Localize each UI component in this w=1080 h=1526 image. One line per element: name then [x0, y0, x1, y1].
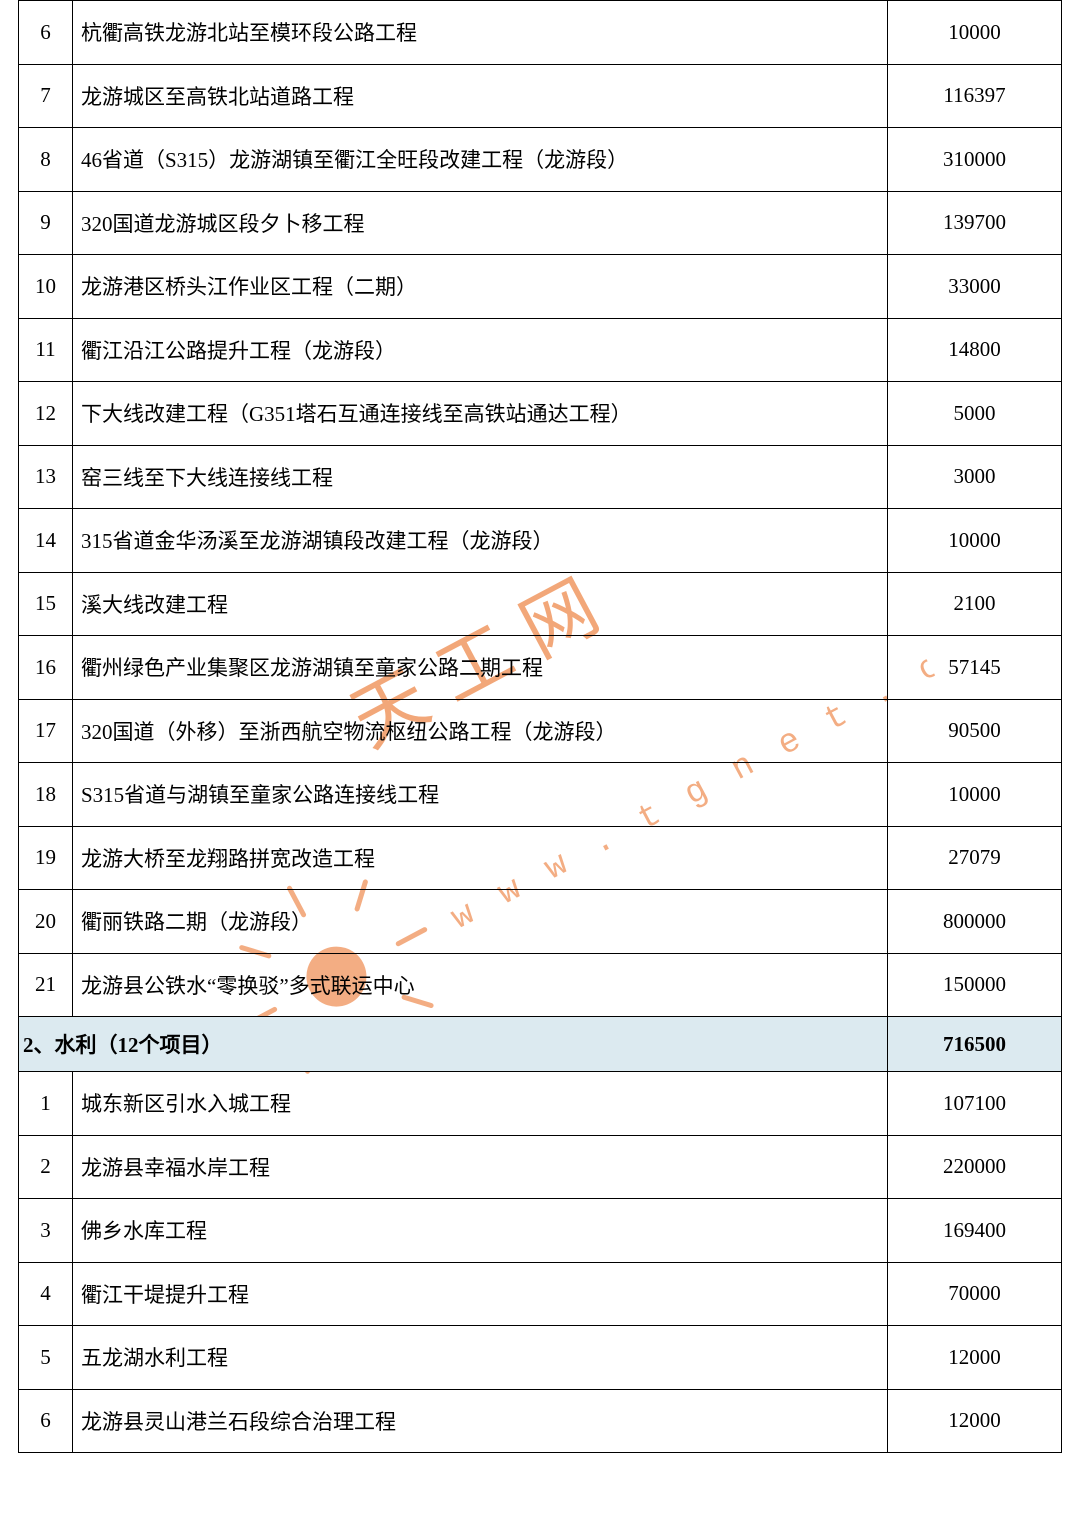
table-row: 9320国道龙游城区段夕卜移工程139700 [19, 191, 1062, 255]
row-index: 14 [19, 509, 73, 573]
row-value: 27079 [888, 826, 1062, 890]
row-name: 315省道金华汤溪至龙游湖镇段改建工程（龙游段） [73, 509, 888, 573]
table-row: 12下大线改建工程（G351塔石互通连接线至高铁站通达工程）5000 [19, 382, 1062, 446]
row-name: 320国道龙游城区段夕卜移工程 [73, 191, 888, 255]
row-value: 169400 [888, 1199, 1062, 1263]
row-name: 杭衢高铁龙游北站至模环段公路工程 [73, 1, 888, 65]
row-index: 16 [19, 636, 73, 700]
row-name: 龙游大桥至龙翔路拼宽改造工程 [73, 826, 888, 890]
row-value: 12000 [888, 1326, 1062, 1390]
row-value: 220000 [888, 1135, 1062, 1199]
table-row: 15溪大线改建工程2100 [19, 572, 1062, 636]
row-index: 20 [19, 890, 73, 954]
table-row: 7龙游城区至高铁北站道路工程116397 [19, 64, 1062, 128]
table-row: 11衢江沿江公路提升工程（龙游段）14800 [19, 318, 1062, 382]
row-index: 15 [19, 572, 73, 636]
table-row: 14315省道金华汤溪至龙游湖镇段改建工程（龙游段）10000 [19, 509, 1062, 573]
row-value: 800000 [888, 890, 1062, 954]
row-index: 21 [19, 953, 73, 1017]
row-name: 佛乡水库工程 [73, 1199, 888, 1263]
row-value: 107100 [888, 1072, 1062, 1136]
row-value: 150000 [888, 953, 1062, 1017]
table-row: 18S315省道与湖镇至童家公路连接线工程10000 [19, 763, 1062, 827]
row-value: 33000 [888, 255, 1062, 319]
table-section-row: 2、水利（12个项目）716500 [19, 1017, 1062, 1072]
row-name: 衢江干堤提升工程 [73, 1262, 888, 1326]
row-name: 320国道（外移）至浙西航空物流枢纽公路工程（龙游段） [73, 699, 888, 763]
row-index: 4 [19, 1262, 73, 1326]
section-label: 2、水利（12个项目） [19, 1017, 888, 1072]
table-row: 13窑三线至下大线连接线工程3000 [19, 445, 1062, 509]
row-value: 10000 [888, 1, 1062, 65]
row-name: 下大线改建工程（G351塔石互通连接线至高铁站通达工程） [73, 382, 888, 446]
row-index: 6 [19, 1389, 73, 1453]
row-value: 2100 [888, 572, 1062, 636]
table-row: 4衢江干堤提升工程70000 [19, 1262, 1062, 1326]
table-row: 17320国道（外移）至浙西航空物流枢纽公路工程（龙游段）90500 [19, 699, 1062, 763]
row-value: 310000 [888, 128, 1062, 192]
row-index: 3 [19, 1199, 73, 1263]
row-value: 10000 [888, 509, 1062, 573]
row-name: 46省道（S315）龙游湖镇至衢江全旺段改建工程（龙游段） [73, 128, 888, 192]
table-row: 6龙游县灵山港兰石段综合治理工程12000 [19, 1389, 1062, 1453]
row-name: 衢丽铁路二期（龙游段） [73, 890, 888, 954]
projects-table: 6杭衢高铁龙游北站至模环段公路工程100007龙游城区至高铁北站道路工程1163… [18, 0, 1062, 1453]
table-row: 3佛乡水库工程169400 [19, 1199, 1062, 1263]
row-name: 龙游县公铁水“零换驳”多式联运中心 [73, 953, 888, 1017]
row-name: 龙游城区至高铁北站道路工程 [73, 64, 888, 128]
table-row: 1城东新区引水入城工程107100 [19, 1072, 1062, 1136]
row-name: 五龙湖水利工程 [73, 1326, 888, 1390]
table-row: 19龙游大桥至龙翔路拼宽改造工程27079 [19, 826, 1062, 890]
row-name: 龙游港区桥头江作业区工程（二期） [73, 255, 888, 319]
row-value: 139700 [888, 191, 1062, 255]
row-value: 5000 [888, 382, 1062, 446]
row-name: 龙游县灵山港兰石段综合治理工程 [73, 1389, 888, 1453]
row-index: 18 [19, 763, 73, 827]
table-row: 16衢州绿色产业集聚区龙游湖镇至童家公路二期工程57145 [19, 636, 1062, 700]
row-index: 8 [19, 128, 73, 192]
row-index: 1 [19, 1072, 73, 1136]
row-value: 57145 [888, 636, 1062, 700]
table-row: 5五龙湖水利工程12000 [19, 1326, 1062, 1390]
row-value: 10000 [888, 763, 1062, 827]
table-row: 846省道（S315）龙游湖镇至衢江全旺段改建工程（龙游段）310000 [19, 128, 1062, 192]
row-index: 9 [19, 191, 73, 255]
row-value: 12000 [888, 1389, 1062, 1453]
row-name: 溪大线改建工程 [73, 572, 888, 636]
row-index: 11 [19, 318, 73, 382]
row-index: 6 [19, 1, 73, 65]
row-value: 14800 [888, 318, 1062, 382]
table-row: 21龙游县公铁水“零换驳”多式联运中心150000 [19, 953, 1062, 1017]
row-index: 10 [19, 255, 73, 319]
table-row: 2龙游县幸福水岸工程220000 [19, 1135, 1062, 1199]
row-index: 2 [19, 1135, 73, 1199]
table-row: 20衢丽铁路二期（龙游段）800000 [19, 890, 1062, 954]
row-name: S315省道与湖镇至童家公路连接线工程 [73, 763, 888, 827]
row-index: 13 [19, 445, 73, 509]
table-row: 6杭衢高铁龙游北站至模环段公路工程10000 [19, 1, 1062, 65]
row-value: 70000 [888, 1262, 1062, 1326]
row-value: 116397 [888, 64, 1062, 128]
row-value: 90500 [888, 699, 1062, 763]
section-total: 716500 [888, 1017, 1062, 1072]
row-index: 17 [19, 699, 73, 763]
row-name: 衢州绿色产业集聚区龙游湖镇至童家公路二期工程 [73, 636, 888, 700]
row-name: 衢江沿江公路提升工程（龙游段） [73, 318, 888, 382]
row-index: 5 [19, 1326, 73, 1390]
row-name: 龙游县幸福水岸工程 [73, 1135, 888, 1199]
row-name: 窑三线至下大线连接线工程 [73, 445, 888, 509]
row-index: 19 [19, 826, 73, 890]
row-name: 城东新区引水入城工程 [73, 1072, 888, 1136]
table-row: 10龙游港区桥头江作业区工程（二期）33000 [19, 255, 1062, 319]
row-index: 12 [19, 382, 73, 446]
row-index: 7 [19, 64, 73, 128]
row-value: 3000 [888, 445, 1062, 509]
